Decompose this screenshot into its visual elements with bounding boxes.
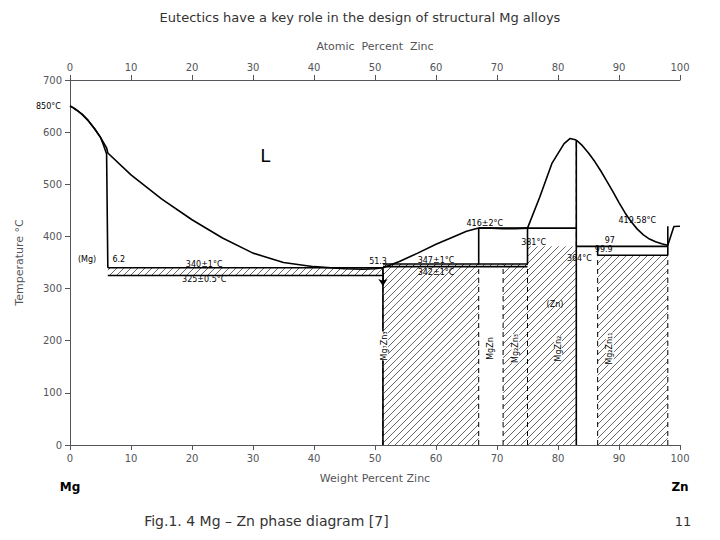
svg-text:L: L bbox=[260, 145, 270, 166]
svg-text:100: 100 bbox=[670, 62, 689, 73]
svg-text:70: 70 bbox=[491, 453, 504, 464]
svg-text:60: 60 bbox=[430, 453, 443, 464]
svg-text:100: 100 bbox=[43, 387, 62, 398]
svg-text:Weight Percent Zinc: Weight Percent Zinc bbox=[320, 472, 430, 485]
svg-text:342±1°C: 342±1°C bbox=[418, 268, 455, 277]
svg-text:Atomic Percent Zinc: Atomic Percent Zinc bbox=[316, 40, 433, 53]
svg-text:500: 500 bbox=[43, 179, 62, 190]
svg-text:381°C: 381°C bbox=[521, 238, 546, 247]
svg-text:0: 0 bbox=[67, 453, 73, 464]
svg-text:Eutectics have a key role in t: Eutectics have a key role in the design … bbox=[160, 10, 561, 25]
svg-text:Mg₂Zn₃: Mg₂Zn₃ bbox=[511, 334, 520, 363]
svg-text:20: 20 bbox=[186, 62, 199, 73]
svg-text:0: 0 bbox=[56, 440, 62, 451]
svg-text:30: 30 bbox=[247, 453, 260, 464]
svg-text:Zn: Zn bbox=[671, 480, 688, 494]
svg-text:(Zn): (Zn) bbox=[547, 300, 564, 309]
svg-text:30: 30 bbox=[247, 62, 260, 73]
svg-text:Mg₇Zn₃: Mg₇Zn₃ bbox=[380, 331, 389, 360]
svg-text:20: 20 bbox=[186, 453, 199, 464]
svg-text:200: 200 bbox=[43, 335, 62, 346]
svg-text:60: 60 bbox=[430, 62, 443, 73]
svg-text:364°C: 364°C bbox=[567, 254, 592, 263]
svg-text:10: 10 bbox=[125, 453, 138, 464]
svg-text:10: 10 bbox=[125, 62, 138, 73]
svg-text:MgZn: MgZn bbox=[486, 337, 495, 360]
svg-text:0: 0 bbox=[67, 62, 73, 73]
svg-text:90: 90 bbox=[613, 62, 626, 73]
svg-text:(Mg): (Mg) bbox=[78, 255, 96, 264]
svg-text:700: 700 bbox=[43, 75, 62, 86]
svg-text:300: 300 bbox=[43, 283, 62, 294]
svg-text:340±1°C: 340±1°C bbox=[186, 260, 223, 269]
svg-text:400: 400 bbox=[43, 231, 62, 242]
svg-text:Mg₂Zn₁₁: Mg₂Zn₁₁ bbox=[605, 332, 614, 364]
svg-text:40: 40 bbox=[308, 453, 321, 464]
svg-text:347±1°C: 347±1°C bbox=[418, 256, 455, 265]
svg-text:100: 100 bbox=[670, 453, 689, 464]
svg-text:97: 97 bbox=[605, 236, 615, 245]
svg-text:40: 40 bbox=[308, 62, 321, 73]
svg-text:416±2°C: 416±2°C bbox=[466, 219, 503, 228]
svg-text:70: 70 bbox=[491, 62, 504, 73]
svg-text:80: 80 bbox=[552, 62, 565, 73]
svg-text:50: 50 bbox=[369, 453, 382, 464]
svg-text:51.3: 51.3 bbox=[369, 257, 387, 266]
svg-text:90: 90 bbox=[613, 453, 626, 464]
svg-text:50: 50 bbox=[369, 62, 382, 73]
svg-text:11: 11 bbox=[675, 514, 692, 529]
svg-text:80: 80 bbox=[552, 453, 565, 464]
svg-text:6.2: 6.2 bbox=[112, 255, 125, 264]
svg-text:Temperature °C: Temperature °C bbox=[13, 219, 26, 307]
svg-text:Fig.1. 4 Mg – Zn phase diagram: Fig.1. 4 Mg – Zn phase diagram [7] bbox=[144, 513, 388, 529]
svg-text:MgZn₂: MgZn₂ bbox=[554, 336, 563, 362]
svg-text:600: 600 bbox=[43, 127, 62, 138]
svg-text:419.58°C: 419.58°C bbox=[619, 216, 657, 225]
svg-text:99.9: 99.9 bbox=[595, 245, 613, 254]
svg-text:850°C: 850°C bbox=[36, 102, 61, 111]
svg-text:Mg: Mg bbox=[60, 480, 81, 494]
svg-text:325±0.5°C: 325±0.5°C bbox=[182, 275, 227, 284]
